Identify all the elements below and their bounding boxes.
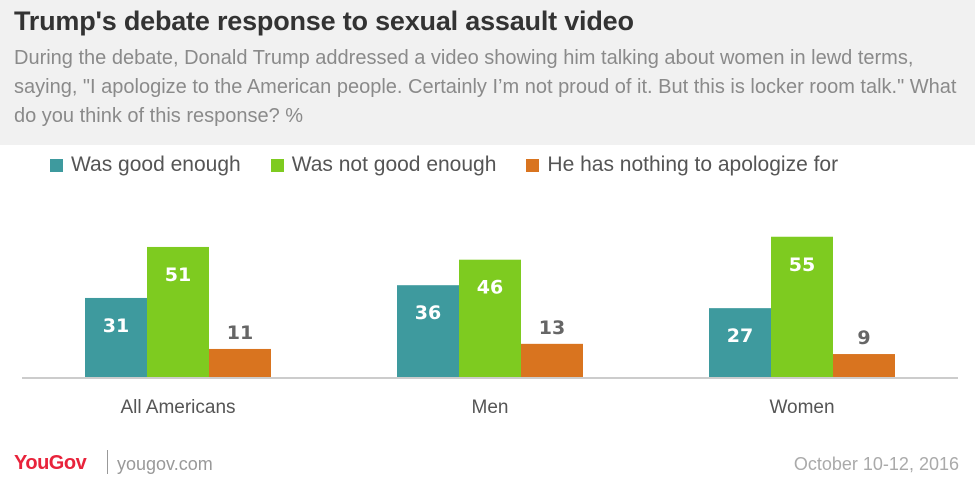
legend-swatch <box>50 158 63 172</box>
header-panel: Trump's debate response to sexual assaul… <box>0 0 975 145</box>
data-label: 36 <box>415 302 441 324</box>
bar <box>771 236 833 377</box>
footer-date: October 10-12, 2016 <box>793 454 959 474</box>
data-label: 11 <box>227 322 253 344</box>
category-label: All Americans <box>120 397 235 418</box>
footer-url: yougov.com <box>117 454 213 474</box>
bar <box>459 259 521 377</box>
bar <box>85 297 147 377</box>
legend-swatch <box>270 158 284 172</box>
chart-subtitle: During the debate, Donald Trump addresse… <box>14 47 957 127</box>
legend-label: He has nothing to apologize for <box>547 153 839 176</box>
bar <box>521 343 583 377</box>
bar <box>147 246 209 377</box>
data-label: 55 <box>789 254 815 276</box>
data-label: 27 <box>727 325 753 347</box>
bar <box>209 348 271 377</box>
legend-item-not-good-enough: Was not good enough <box>270 153 497 177</box>
data-label: 13 <box>539 317 565 339</box>
category-label: Women <box>769 397 834 418</box>
chart-title: Trump's debate response to sexual assaul… <box>14 6 634 36</box>
data-label: 51 <box>165 264 191 286</box>
data-label: 46 <box>477 277 503 299</box>
bar <box>397 285 459 377</box>
bar-chart: 31 51 11 All Americans 36 46 13 Men 27 55 9 Women <box>22 236 958 418</box>
legend-label: Was good enough <box>71 153 241 176</box>
bar <box>709 308 771 377</box>
bar <box>833 354 895 377</box>
category-label: Men <box>472 397 509 418</box>
yougov-logo: YouGov <box>14 452 87 474</box>
data-label: 31 <box>103 315 129 337</box>
legend-label: Was not good enough <box>291 153 497 176</box>
legend-item-nothing-to-apologize: He has nothing to apologize for <box>526 153 838 177</box>
legend-swatch <box>526 158 540 172</box>
data-label: 9 <box>857 327 870 349</box>
legend: Was good enough Was not good enough He h… <box>50 150 868 180</box>
legend-item-good-enough: Was good enough <box>50 153 241 177</box>
footer-divider <box>107 450 108 474</box>
